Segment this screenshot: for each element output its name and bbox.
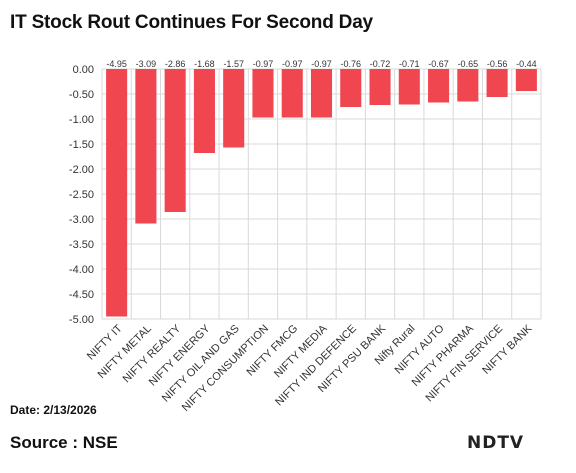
data-label: -0.76 [341, 59, 362, 69]
bar [369, 69, 391, 105]
bar [223, 69, 245, 148]
bar [515, 69, 537, 91]
data-label: -1.68 [194, 59, 215, 69]
y-tick-label: -3.50 [69, 239, 94, 251]
bar [164, 69, 186, 212]
data-label: -2.86 [165, 59, 186, 69]
bar [281, 69, 303, 118]
data-label: -1.57 [223, 59, 244, 69]
y-tick-label: -0.50 [69, 89, 94, 101]
source-label: Source : NSE [10, 433, 118, 452]
bar [486, 69, 508, 97]
bar [457, 69, 479, 102]
y-tick-label: -5.00 [69, 314, 94, 326]
y-tick-label: -2.50 [69, 189, 94, 201]
bar [252, 69, 274, 118]
y-tick-label: -4.50 [69, 289, 94, 301]
data-label: -0.56 [487, 59, 508, 69]
data-label: -0.97 [282, 59, 303, 69]
data-label: -0.67 [428, 59, 449, 69]
gridlines [101, 68, 542, 320]
data-label: -0.97 [311, 59, 332, 69]
data-label: -0.71 [399, 59, 420, 69]
data-label: -0.44 [516, 59, 537, 69]
y-tick-label: -2.00 [69, 164, 94, 176]
chart-title: IT Stock Rout Continues For Second Day [10, 12, 373, 33]
bar [135, 69, 157, 224]
data-label: -0.72 [370, 59, 391, 69]
bar [398, 69, 420, 105]
data-label: -0.97 [253, 59, 274, 69]
bar [310, 69, 333, 118]
bars [106, 69, 537, 317]
bar [193, 69, 215, 153]
bar [340, 69, 362, 107]
y-tick-label: -1.50 [69, 139, 94, 151]
y-tick-label: -3.00 [69, 214, 94, 226]
date-label: Date: 2/13/2026 [10, 403, 97, 417]
data-label: -4.95 [106, 59, 127, 69]
data-label: -3.09 [136, 59, 157, 69]
bar [428, 69, 450, 103]
y-tick-label: -4.00 [69, 264, 94, 276]
ndtv-logo: NDTV [467, 433, 525, 453]
y-tick-label: -1.00 [69, 114, 94, 126]
bar [106, 69, 128, 317]
data-label: -0.65 [458, 59, 479, 69]
data-labels: -4.95 -3.09 -2.86 -1.68 -1.57 -0.97 -0.97 -0.97… [106, 59, 536, 69]
y-axis-ticks: 0.00 -0.50 -1.00 -1.50 -2.00 -2.50 -3.00 -3.50 -… [69, 64, 94, 326]
y-tick-label: 0.00 [73, 64, 94, 76]
